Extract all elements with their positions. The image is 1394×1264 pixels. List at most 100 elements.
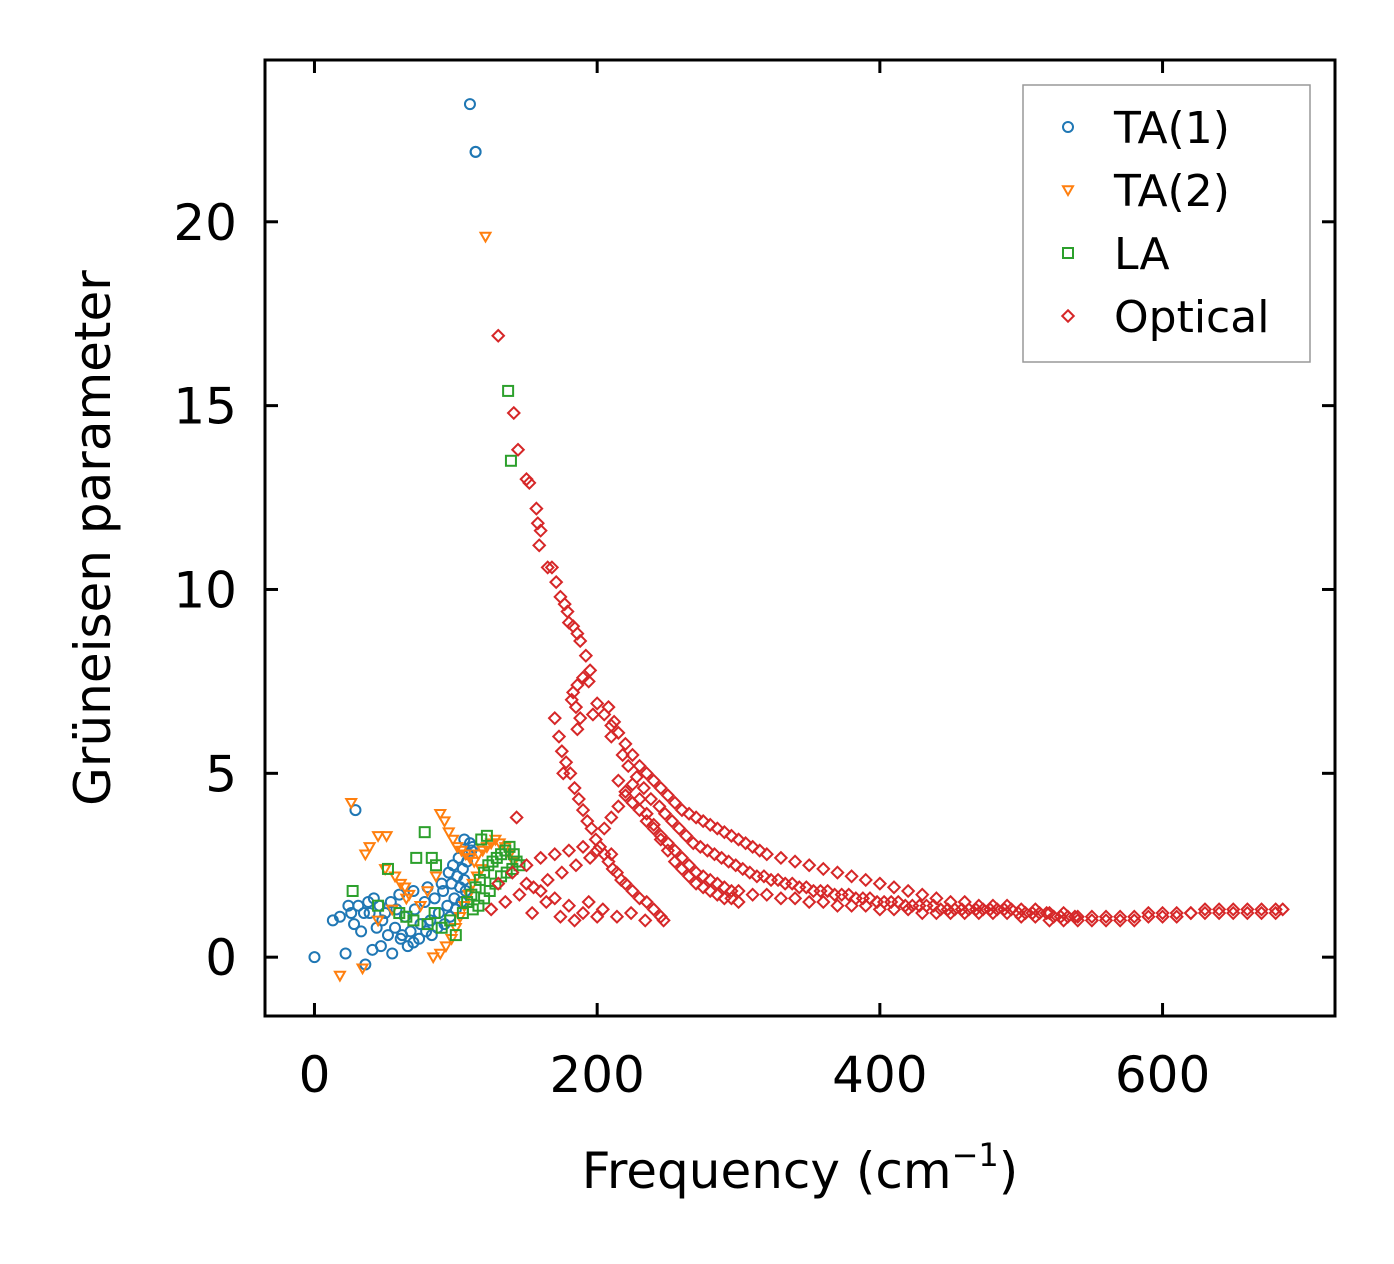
data-point [410, 851, 423, 864]
data-point [446, 834, 460, 847]
data-point [584, 821, 599, 836]
data-point [435, 921, 448, 934]
data-point [529, 501, 544, 516]
data-point [418, 826, 431, 839]
data-point [565, 685, 581, 700]
data-point [449, 929, 462, 942]
data-point [632, 802, 647, 818]
data-point [355, 963, 370, 976]
data-point [1098, 913, 1114, 928]
data-point [396, 929, 409, 942]
data-point [985, 905, 1001, 921]
data-point [590, 843, 605, 858]
data-point [731, 832, 746, 847]
data-point [505, 865, 520, 880]
data-point [1056, 913, 1071, 928]
data-point [386, 947, 399, 960]
data-point [724, 828, 739, 843]
data-point [621, 758, 636, 774]
data-point [371, 915, 385, 928]
data-point [820, 883, 835, 899]
data-point [787, 854, 803, 869]
data-point [1169, 905, 1184, 921]
data-point [420, 925, 433, 938]
legend-marker-ta-1- [1062, 121, 1074, 133]
data-point [604, 729, 619, 744]
data-point [830, 865, 845, 880]
data-point [844, 869, 859, 884]
x-tick-label: 0 [299, 1046, 331, 1104]
data-point [1039, 905, 1054, 921]
data-point [611, 799, 626, 814]
data-point [510, 442, 526, 457]
x-tick-label: 600 [1115, 1046, 1210, 1104]
data-point [1070, 909, 1085, 924]
data-point [785, 876, 800, 891]
data-point [547, 711, 562, 726]
data-point [632, 758, 647, 774]
data-point [742, 865, 757, 880]
data-point [333, 910, 346, 923]
data-point [900, 883, 916, 899]
data-point [597, 821, 612, 836]
data-point [703, 883, 718, 899]
data-point [429, 871, 443, 884]
legend-label: TA(2) [1113, 166, 1230, 217]
legend-marker-optical [1060, 308, 1076, 324]
data-point [1141, 905, 1156, 921]
data-point [721, 854, 736, 869]
data-point [439, 941, 453, 954]
data-point [609, 909, 625, 924]
data-point [660, 788, 676, 803]
data-point [759, 847, 774, 862]
data-point [561, 843, 577, 858]
x-tick-label: 200 [549, 1046, 644, 1104]
data-point [674, 802, 690, 818]
data-point [513, 859, 526, 872]
data-point [611, 725, 626, 741]
y-tick-label: 15 [173, 378, 237, 436]
data-point [625, 883, 640, 899]
data-point [458, 833, 471, 846]
data-point [816, 861, 831, 877]
data-point [601, 699, 616, 715]
data-point [679, 828, 694, 843]
data-point [759, 887, 774, 902]
data-point [339, 947, 352, 960]
data-point [349, 804, 362, 817]
data-point [745, 887, 760, 902]
data-point [1226, 905, 1241, 921]
data-point [401, 940, 414, 953]
data-point [582, 850, 598, 866]
data-point [578, 648, 594, 663]
data-point [862, 891, 878, 906]
data-point [389, 921, 402, 934]
x-axis-label-main: Frequency (cm [582, 1142, 952, 1200]
data-point [1155, 909, 1170, 924]
data-point [667, 795, 683, 810]
data-point [886, 880, 902, 895]
data-point [357, 907, 370, 920]
data-point [653, 828, 668, 843]
plot-frame [263, 58, 1337, 1018]
data-point [681, 806, 697, 821]
data-point [352, 899, 365, 912]
data-point [639, 813, 654, 829]
data-point [604, 810, 619, 825]
data-point [639, 894, 654, 910]
data-point [554, 744, 569, 759]
data-point [384, 896, 397, 909]
data-point [554, 865, 569, 880]
data-point [1240, 905, 1255, 921]
data-point [420, 886, 435, 899]
data-point [799, 880, 814, 895]
data-point [717, 824, 732, 840]
data-point [509, 810, 524, 825]
data-point [735, 861, 750, 877]
data-point [1098, 909, 1114, 924]
data-point [657, 806, 673, 821]
data-point [519, 858, 534, 873]
data-point [362, 842, 377, 854]
data-point [471, 849, 486, 862]
data-point [532, 538, 547, 553]
